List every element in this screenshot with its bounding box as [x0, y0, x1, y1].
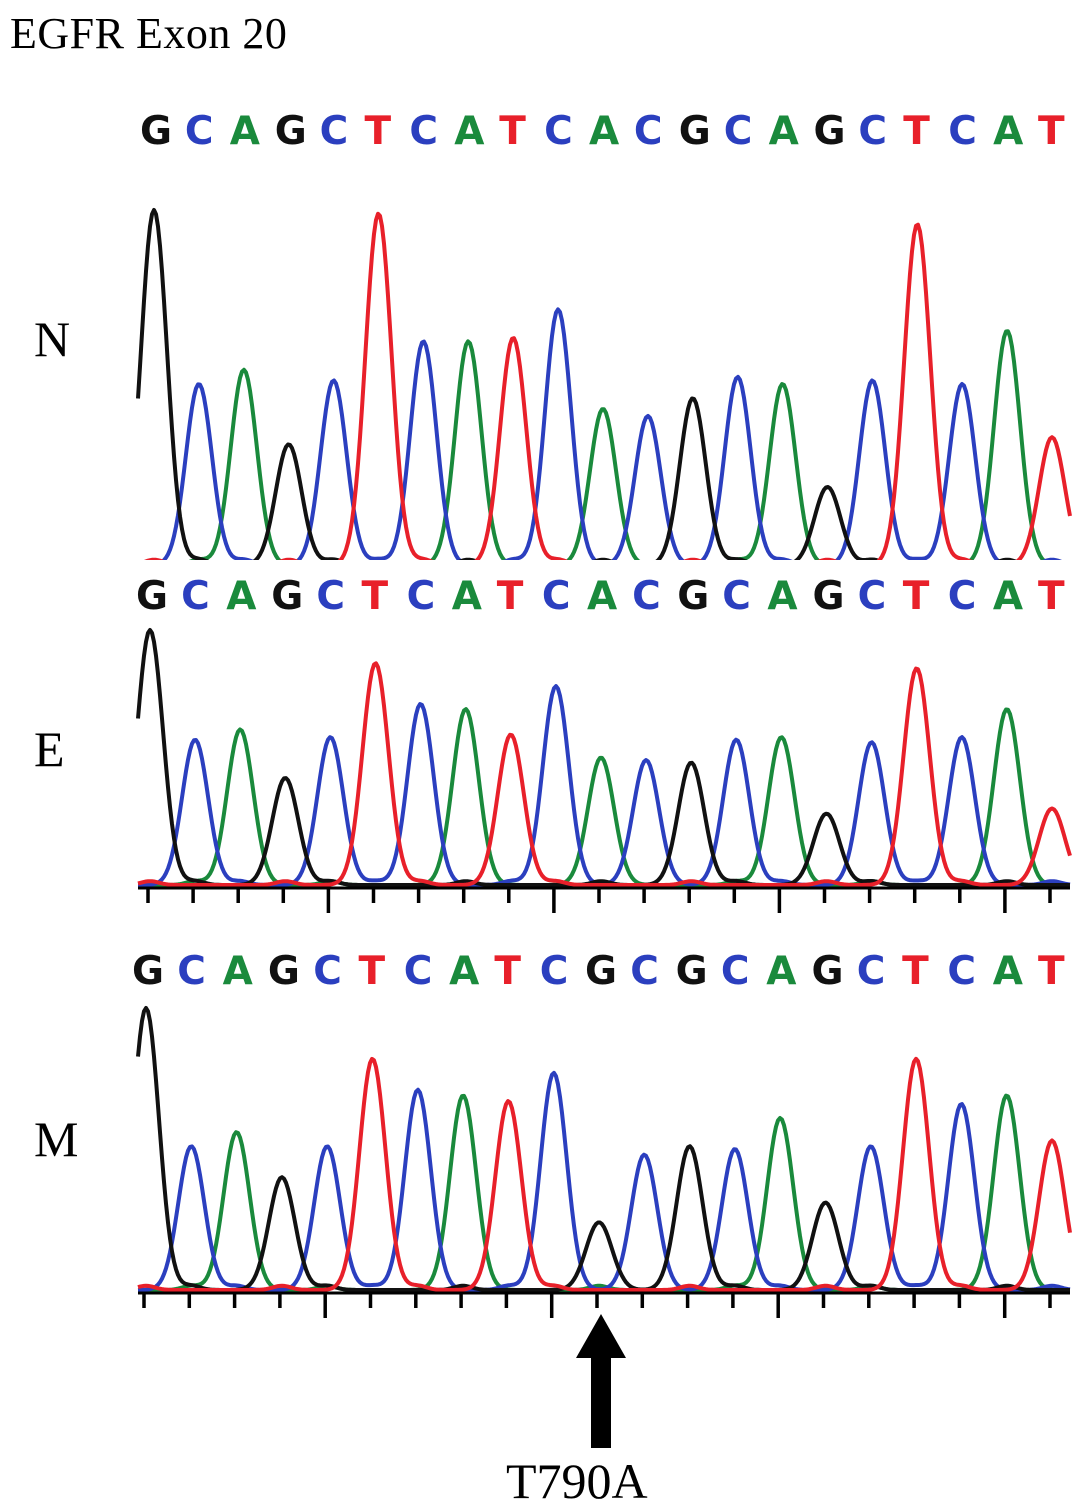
panel-label: N: [34, 311, 71, 367]
base-call-a: A: [589, 109, 620, 154]
base-call-t: T: [1038, 949, 1065, 994]
base-call-c: C: [184, 109, 214, 154]
base-call-t: T: [499, 109, 526, 154]
base-call-g: G: [678, 109, 711, 154]
base-call-t: T: [1038, 109, 1065, 154]
base-call-g: G: [813, 109, 846, 154]
base-call-a: A: [451, 574, 482, 619]
base-call-c: C: [947, 949, 977, 994]
base-call-c: C: [722, 574, 751, 619]
base-call-t: T: [903, 109, 930, 154]
base-call-g: G: [271, 574, 304, 619]
base-call-g: G: [267, 949, 300, 994]
base-call-c: C: [633, 109, 663, 154]
base-call-t: T: [364, 109, 392, 154]
base-call-t: T: [361, 574, 389, 619]
base-call-a: A: [222, 949, 253, 994]
base-call-c: C: [539, 949, 569, 994]
base-call-g: G: [811, 949, 844, 994]
base-call-c: C: [319, 109, 349, 154]
base-call-c: C: [177, 949, 206, 994]
base-call-c: C: [544, 109, 573, 154]
base-call-a: A: [992, 574, 1024, 619]
base-call-t: T: [494, 949, 521, 994]
trace-t: [137, 1056, 1072, 1292]
base-call-g: G: [132, 949, 165, 994]
panel-label: E: [34, 721, 65, 777]
base-call-c: C: [947, 574, 977, 619]
mutation-label: T790A: [506, 1453, 648, 1509]
base-call-c: C: [858, 109, 888, 154]
chromatogram-trace: [136, 628, 1072, 913]
trace-c: [161, 307, 1063, 560]
base-call-c: C: [313, 949, 342, 994]
base-call-c: C: [181, 574, 210, 619]
base-call-a: A: [587, 574, 618, 619]
trace-g: [136, 628, 1070, 887]
base-call-c: C: [541, 574, 571, 619]
base-call-a: A: [766, 949, 797, 994]
base-call-c: C: [948, 109, 977, 154]
base-call-g: G: [140, 109, 173, 154]
base-call-c: C: [406, 574, 436, 619]
trace-t: [143, 211, 1072, 560]
base-call-a: A: [767, 574, 798, 619]
base-call-c: C: [403, 949, 433, 994]
base-call-t: T: [902, 574, 930, 619]
base-call-c: C: [857, 574, 887, 619]
base-call-c: C: [720, 949, 750, 994]
base-call-c: C: [632, 574, 661, 619]
base-call-c: C: [856, 949, 886, 994]
trace-g: [136, 208, 1018, 560]
trace-c: [138, 684, 1071, 887]
trace-a: [188, 329, 1047, 560]
panel-label: M: [34, 1111, 79, 1167]
base-call-a: A: [993, 109, 1024, 154]
base-call-c: C: [409, 109, 439, 154]
base-call-g: G: [677, 574, 710, 619]
base-call-c: C: [630, 949, 659, 994]
base-call-a: A: [768, 109, 799, 154]
base-call-g: G: [585, 949, 618, 994]
chromatogram-trace: [136, 208, 1072, 560]
base-call-c: C: [723, 109, 753, 154]
base-call-g: G: [136, 574, 169, 619]
base-call-t: T: [358, 949, 386, 994]
base-call-c: C: [316, 574, 346, 619]
base-call-t: T: [1038, 574, 1065, 619]
figure-title: EGFR Exon 20: [10, 9, 288, 58]
base-call-a: A: [992, 949, 1023, 994]
base-call-a: A: [449, 949, 480, 994]
base-call-g: G: [675, 949, 708, 994]
mutation-arrow-icon: [576, 1314, 626, 1448]
base-call-a: A: [454, 109, 485, 154]
chromatogram-trace: [136, 1006, 1072, 1318]
base-call-t: T: [496, 574, 524, 619]
base-call-g: G: [274, 109, 307, 154]
trace-a: [138, 1093, 1070, 1292]
trace-g: [136, 1006, 1070, 1292]
base-call-g: G: [812, 574, 845, 619]
trace-t: [137, 661, 1072, 887]
base-call-a: A: [229, 109, 260, 154]
base-call-t: T: [902, 949, 929, 994]
base-call-a: A: [226, 574, 257, 619]
